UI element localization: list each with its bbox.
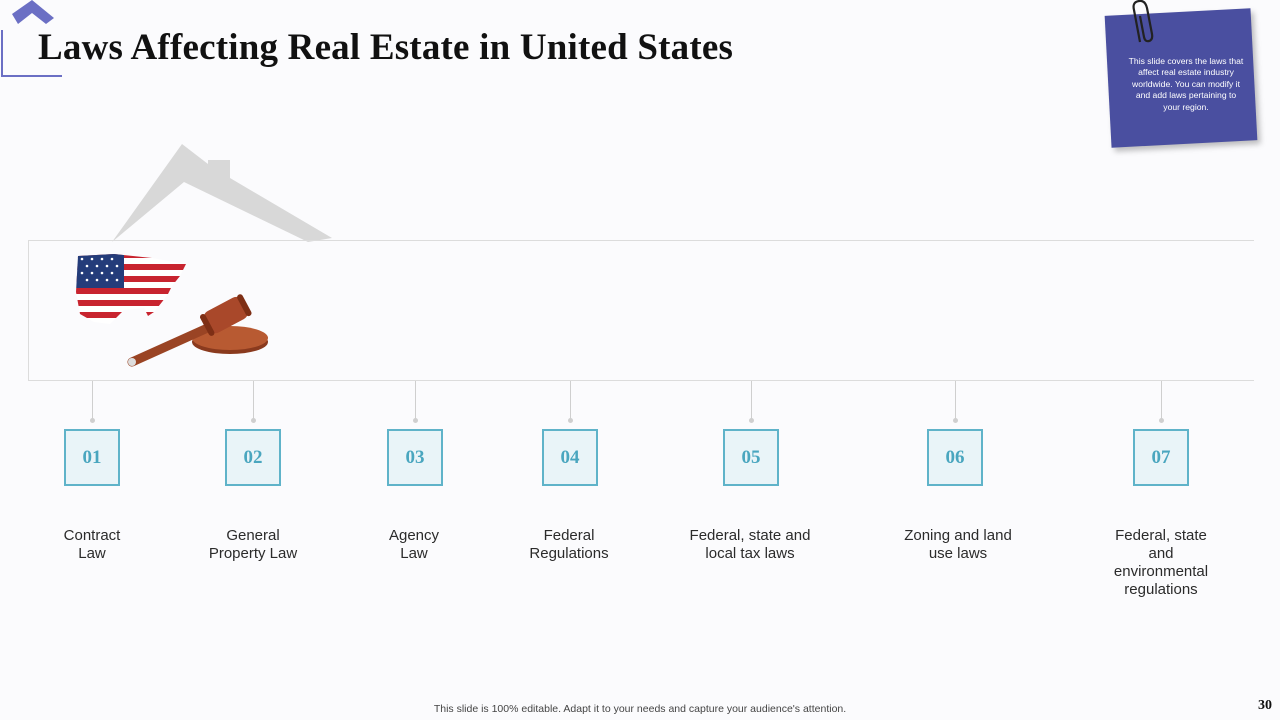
timeline-number-box: 02 bbox=[225, 429, 281, 486]
timeline-label: Federal Regulations bbox=[529, 527, 609, 562]
connector-dot bbox=[90, 418, 95, 423]
timeline-number: 01 bbox=[82, 446, 102, 468]
paperclip-icon bbox=[1132, 0, 1154, 43]
timeline-number: 05 bbox=[741, 446, 761, 468]
connector-line bbox=[415, 381, 416, 421]
timeline-number: 02 bbox=[243, 446, 263, 468]
connector-line bbox=[570, 381, 571, 421]
connector-line bbox=[751, 381, 752, 421]
connector-line bbox=[1161, 381, 1162, 421]
connector-line bbox=[955, 381, 956, 421]
timeline-label: Federal, state and local tax laws bbox=[689, 527, 811, 562]
timeline-number-box: 04 bbox=[542, 429, 598, 486]
sticky-note-text: This slide covers the laws that affect r… bbox=[1128, 56, 1244, 112]
connector-dot bbox=[1159, 418, 1164, 423]
connector-dot bbox=[568, 418, 573, 423]
timeline-number-box: 07 bbox=[1133, 429, 1189, 486]
timeline-number-box: 05 bbox=[723, 429, 779, 486]
timeline-label: Agency Law bbox=[388, 527, 440, 562]
timeline-number-box: 03 bbox=[387, 429, 443, 486]
house-roof-icon bbox=[112, 144, 332, 242]
image-frame bbox=[28, 240, 1254, 381]
timeline-number: 03 bbox=[405, 446, 425, 468]
timeline-label: Federal, state and environmental regulation… bbox=[1113, 527, 1209, 598]
connector-line bbox=[253, 381, 254, 421]
page-number: 30 bbox=[1258, 698, 1272, 713]
connector-dot bbox=[251, 418, 256, 423]
connector-dot bbox=[953, 418, 958, 423]
connector-dot bbox=[413, 418, 418, 423]
us-flag-map-icon bbox=[76, 254, 186, 324]
timeline-label: Contract Law bbox=[63, 527, 121, 562]
timeline-number: 07 bbox=[1151, 446, 1171, 468]
gavel-icon bbox=[127, 294, 268, 367]
footer-note: This slide is 100% editable. Adapt it to… bbox=[433, 703, 847, 715]
connector-line bbox=[92, 381, 93, 421]
timeline-number: 06 bbox=[945, 446, 965, 468]
timeline-label: Zoning and land use laws bbox=[904, 527, 1012, 562]
timeline-number-box: 06 bbox=[927, 429, 983, 486]
timeline-number-box: 01 bbox=[64, 429, 120, 486]
connector-dot bbox=[749, 418, 754, 423]
house-outline-icon bbox=[1, 0, 62, 77]
timeline-number: 04 bbox=[560, 446, 580, 468]
page-title: Laws Affecting Real Estate in United Sta… bbox=[38, 27, 734, 68]
timeline-label: General Property Law bbox=[208, 527, 298, 562]
